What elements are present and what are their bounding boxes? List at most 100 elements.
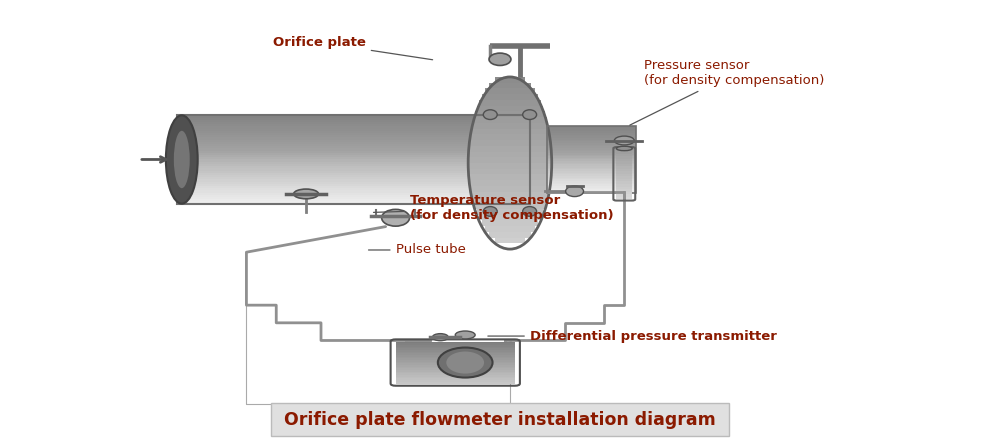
Bar (177, 177, 530, 179)
Bar (547, 176, 636, 178)
Bar (396, 382, 515, 384)
Bar (547, 179, 636, 181)
Bar (396, 342, 515, 343)
Bar (177, 133, 530, 135)
Ellipse shape (614, 136, 634, 145)
Bar (396, 380, 515, 382)
Bar (616, 151, 632, 153)
Bar (547, 138, 636, 139)
Bar (547, 131, 636, 133)
Bar (547, 148, 636, 150)
Bar (396, 377, 515, 379)
Text: Temperature sensor
(for density compensation): Temperature sensor (for density compensa… (374, 194, 614, 222)
Bar (177, 118, 530, 120)
Bar (177, 169, 530, 170)
Bar (547, 158, 636, 160)
Bar (547, 191, 636, 193)
Bar (547, 164, 636, 166)
Bar (482, 220, 538, 226)
Bar (472, 123, 548, 129)
Bar (396, 360, 515, 362)
Bar (396, 367, 515, 368)
Bar (396, 343, 515, 345)
Bar (616, 153, 632, 156)
Bar (177, 144, 530, 146)
Bar (547, 155, 636, 156)
Bar (547, 127, 636, 193)
Bar (485, 89, 535, 94)
Bar (177, 155, 530, 157)
Bar (616, 171, 632, 174)
Bar (177, 186, 530, 188)
Bar (177, 115, 530, 118)
Bar (177, 135, 530, 137)
Bar (475, 203, 545, 209)
Bar (177, 153, 530, 155)
Bar (547, 184, 636, 186)
Ellipse shape (432, 333, 448, 341)
Bar (177, 162, 530, 164)
Ellipse shape (483, 207, 497, 216)
Bar (547, 130, 636, 131)
Ellipse shape (455, 331, 475, 339)
Bar (477, 209, 543, 215)
Bar (177, 193, 530, 195)
Bar (482, 94, 538, 100)
Bar (470, 135, 550, 140)
Bar (547, 146, 636, 148)
Bar (547, 171, 636, 173)
Bar (177, 137, 530, 139)
Bar (177, 120, 530, 122)
Bar (479, 100, 541, 105)
Bar (396, 355, 515, 357)
Bar (547, 166, 636, 168)
Bar (547, 143, 636, 144)
Ellipse shape (616, 146, 632, 151)
Bar (616, 197, 632, 199)
Bar (477, 105, 543, 111)
Bar (396, 346, 515, 348)
Bar (468, 157, 552, 163)
Bar (616, 186, 632, 189)
Ellipse shape (523, 207, 537, 216)
Bar (396, 375, 515, 377)
Bar (396, 350, 515, 352)
Bar (470, 180, 550, 186)
Bar (547, 139, 636, 141)
Bar (616, 194, 632, 197)
Bar (616, 184, 632, 186)
Bar (547, 136, 636, 138)
Bar (547, 156, 636, 158)
Bar (547, 173, 636, 174)
Bar (177, 199, 530, 202)
Bar (469, 146, 551, 152)
Bar (547, 181, 636, 183)
Bar (177, 146, 530, 148)
Bar (616, 189, 632, 192)
Bar (485, 226, 535, 232)
Bar (396, 379, 515, 380)
Text: Differential pressure transmitter: Differential pressure transmitter (488, 329, 777, 342)
Bar (489, 232, 531, 238)
FancyBboxPatch shape (271, 403, 729, 437)
Bar (177, 131, 530, 133)
Bar (396, 352, 515, 353)
Bar (468, 152, 552, 157)
Bar (616, 159, 632, 161)
Bar (547, 183, 636, 184)
Bar (177, 164, 530, 166)
Text: Pulse tube: Pulse tube (369, 244, 465, 257)
Ellipse shape (483, 110, 497, 119)
Ellipse shape (438, 348, 493, 378)
Bar (468, 163, 552, 169)
Bar (396, 348, 515, 350)
Ellipse shape (166, 115, 198, 204)
Bar (177, 173, 530, 175)
Bar (177, 151, 530, 153)
Bar (177, 190, 530, 193)
Bar (547, 144, 636, 146)
Bar (547, 128, 636, 130)
Bar (547, 161, 636, 163)
Bar (469, 140, 551, 146)
Bar (616, 179, 632, 181)
